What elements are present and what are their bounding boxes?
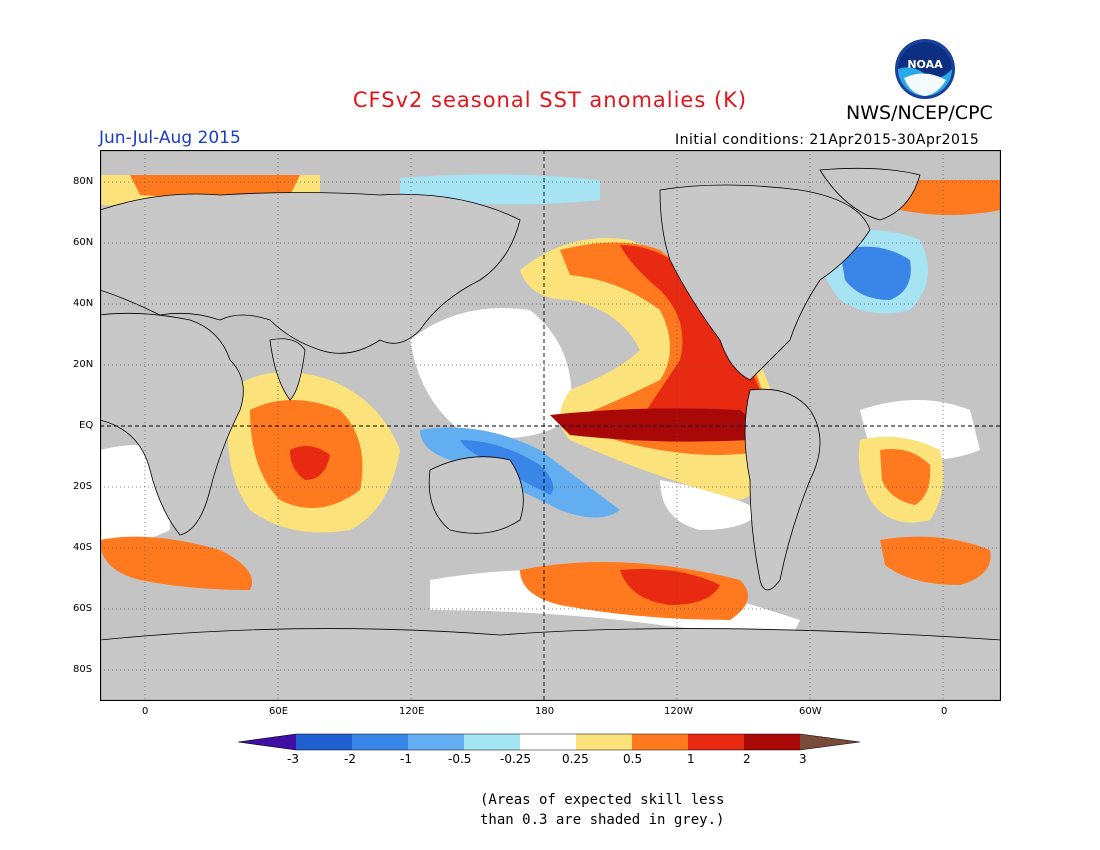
lon-label: 180 (535, 706, 555, 717)
colorbar (238, 733, 861, 751)
colorbar-label: 0.25 (562, 752, 589, 766)
lat-label: 60S (73, 603, 93, 614)
lon-label: 60E (269, 706, 289, 717)
colorbar-swatch (744, 734, 800, 750)
initial-conditions: Initial conditions: 21Apr2015-30Apr2015 (675, 132, 980, 148)
noaa-logo-icon: NOAA (895, 39, 955, 99)
colorbar-label: 0.5 (623, 752, 643, 766)
lon-label: 120E (399, 706, 425, 717)
continents (100, 167, 1001, 701)
colorbar-swatch (296, 734, 352, 750)
equator-dateline (100, 150, 1001, 701)
org-label: NWS/NCEP/CPC (846, 102, 993, 124)
lat-label: EQ (79, 420, 94, 431)
colorbar-label: -0.25 (500, 752, 532, 766)
lat-label: 20N (73, 359, 94, 370)
lon-label: 60W (799, 706, 822, 717)
lon-label: 0 (941, 706, 948, 717)
lat-label: 40N (73, 298, 94, 309)
colorbar-label: -0.5 (448, 752, 472, 766)
colorbar-label: 1 (687, 752, 695, 766)
colorbar-swatch (408, 734, 464, 750)
season-label: Jun-Jul-Aug 2015 (99, 128, 241, 148)
skill-note-line2: than 0.3 are shaded in grey.) (480, 812, 725, 828)
lat-label: 80N (73, 176, 94, 187)
noaa-logo: NOAA (894, 38, 956, 100)
colorbar-label: -1 (400, 752, 412, 766)
lon-label: 0 (142, 706, 149, 717)
sst-anomaly-map (100, 150, 1001, 701)
map-frame (100, 150, 1001, 701)
colorbar-swatch (464, 734, 520, 750)
colorbar-swatch (352, 734, 408, 750)
lat-label: 80S (73, 664, 93, 675)
logo-text: NOAA (907, 58, 943, 71)
colorbar-label: 2 (743, 752, 751, 766)
lat-label: 40S (73, 542, 93, 553)
colorbar-label: -3 (287, 752, 299, 766)
skill-note-line1: (Areas of expected skill less (480, 792, 725, 808)
colorbar-label: 3 (799, 752, 807, 766)
lat-label: 60N (73, 237, 94, 248)
colorbar-swatch (688, 734, 744, 750)
colorbar-swatch (632, 734, 688, 750)
lat-label: 20S (73, 481, 93, 492)
colorbar-arrow-right (800, 734, 860, 750)
colorbar-label: -2 (344, 752, 356, 766)
colorbar-swatch (576, 734, 632, 750)
anomaly-fields (100, 174, 1001, 640)
colorbar-swatch (520, 734, 576, 750)
map-title: CFSv2 seasonal SST anomalies (K) (352, 88, 748, 112)
colorbar-arrow-left (238, 734, 296, 750)
lon-label: 120W (664, 706, 693, 717)
